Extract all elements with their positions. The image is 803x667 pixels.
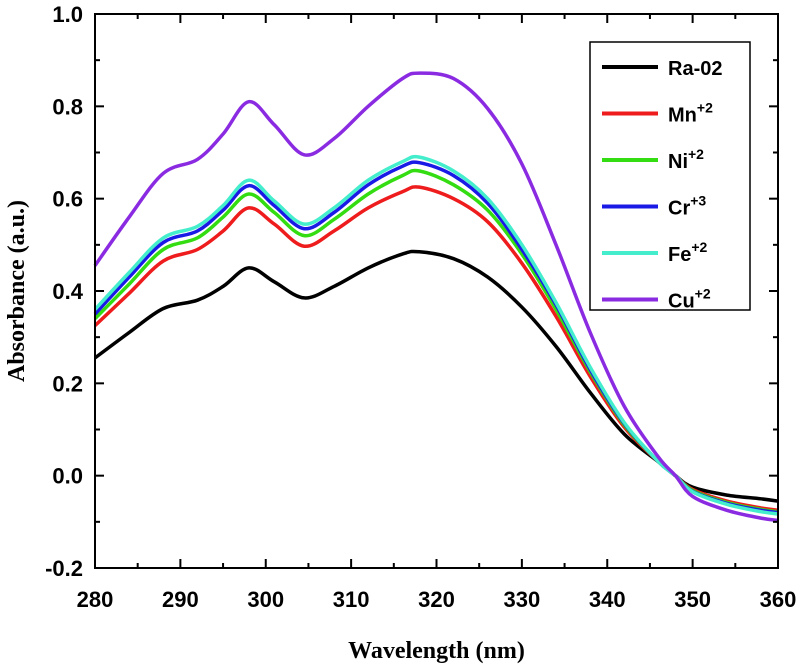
x-axis-title: Wavelength (nm): [348, 638, 525, 664]
legend-box: [589, 41, 751, 311]
y-tick-label: -0.2: [45, 556, 83, 581]
legend: Ra-02 Mn+2 Ni+2 Cr+3 Fe+2 Cu+2: [589, 41, 751, 313]
legend-label: Ra-02: [668, 58, 722, 80]
label-layer: 280 290 300 310 320 330 340 350 360 -0.2 0.0 0.2 0.4…: [45, 2, 796, 612]
y-tick-label: 0.6: [52, 187, 83, 212]
tick-layer: [94, 13, 779, 569]
y-tick-label: 0.0: [52, 464, 83, 489]
y-tick-label: 0.2: [52, 371, 83, 396]
legend-label: Fe+2: [668, 239, 708, 266]
x-tick-label: 330: [504, 587, 541, 612]
x-tick-label: 340: [589, 587, 626, 612]
series-line-cu: [93, 71, 779, 523]
legend-label: Mn+2: [668, 100, 713, 127]
series-layer: [93, 71, 779, 523]
legend-label: Cr+3: [668, 193, 706, 220]
y-tick-label: 1.0: [52, 2, 83, 27]
legend-label: Cu+2: [668, 286, 711, 313]
x-tick-label: 280: [77, 587, 114, 612]
x-tick-label: 350: [674, 587, 711, 612]
x-tick-label: 320: [418, 587, 455, 612]
x-tick-label: 290: [162, 587, 199, 612]
legend-label: Ni+2: [668, 146, 704, 173]
x-tick-label: 300: [247, 587, 284, 612]
y-tick-label: 0.4: [52, 279, 83, 304]
y-tick-label: 0.8: [52, 94, 83, 119]
x-tick-label: 310: [333, 587, 370, 612]
y-axis-title: Absorbance (a.u.): [4, 200, 30, 382]
x-tick-label: 360: [760, 587, 797, 612]
